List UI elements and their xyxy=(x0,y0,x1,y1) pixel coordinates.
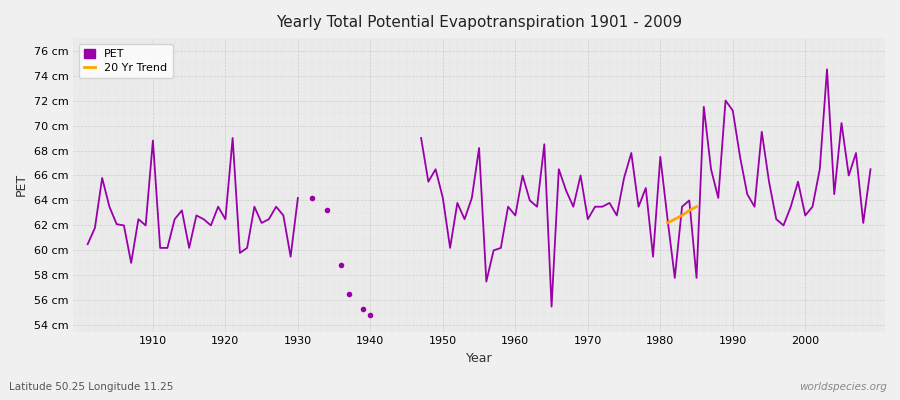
Line: 20 Yr Trend: 20 Yr Trend xyxy=(668,207,697,223)
PET xyxy=(220,217,230,222)
PET xyxy=(249,204,260,209)
Y-axis label: PET: PET xyxy=(15,173,28,196)
PET xyxy=(256,220,267,225)
Line: PET: PET xyxy=(87,138,298,263)
20 Yr Trend xyxy=(662,220,673,225)
Legend: PET, 20 Yr Trend: PET, 20 Yr Trend xyxy=(78,44,173,78)
PET xyxy=(285,254,296,259)
PET xyxy=(155,246,166,250)
Text: Latitude 50.25 Longitude 11.25: Latitude 50.25 Longitude 11.25 xyxy=(9,382,174,392)
PET xyxy=(292,196,303,200)
PET xyxy=(169,217,180,222)
PET xyxy=(104,204,115,209)
PET xyxy=(242,246,253,250)
20 Yr Trend xyxy=(677,213,688,218)
PET xyxy=(184,246,194,250)
PET xyxy=(205,223,216,228)
PET xyxy=(235,250,246,255)
PET xyxy=(227,136,238,140)
PET xyxy=(133,217,144,222)
PET xyxy=(119,223,130,228)
PET xyxy=(191,213,202,218)
Title: Yearly Total Potential Evapotranspiration 1901 - 2009: Yearly Total Potential Evapotranspiratio… xyxy=(276,15,682,30)
20 Yr Trend xyxy=(670,217,680,222)
20 Yr Trend xyxy=(684,208,695,213)
PET xyxy=(126,260,137,265)
PET xyxy=(198,217,209,222)
PET xyxy=(271,204,282,209)
X-axis label: Year: Year xyxy=(466,352,492,365)
PET xyxy=(212,204,223,209)
PET xyxy=(278,213,289,218)
PET xyxy=(264,217,274,222)
PET xyxy=(97,176,108,180)
PET xyxy=(89,226,100,230)
PET xyxy=(140,223,151,228)
PET xyxy=(148,138,158,143)
Text: worldspecies.org: worldspecies.org xyxy=(798,382,886,392)
20 Yr Trend xyxy=(691,204,702,209)
PET xyxy=(162,246,173,250)
PET xyxy=(176,208,187,213)
PET xyxy=(112,222,122,226)
PET xyxy=(82,242,93,246)
